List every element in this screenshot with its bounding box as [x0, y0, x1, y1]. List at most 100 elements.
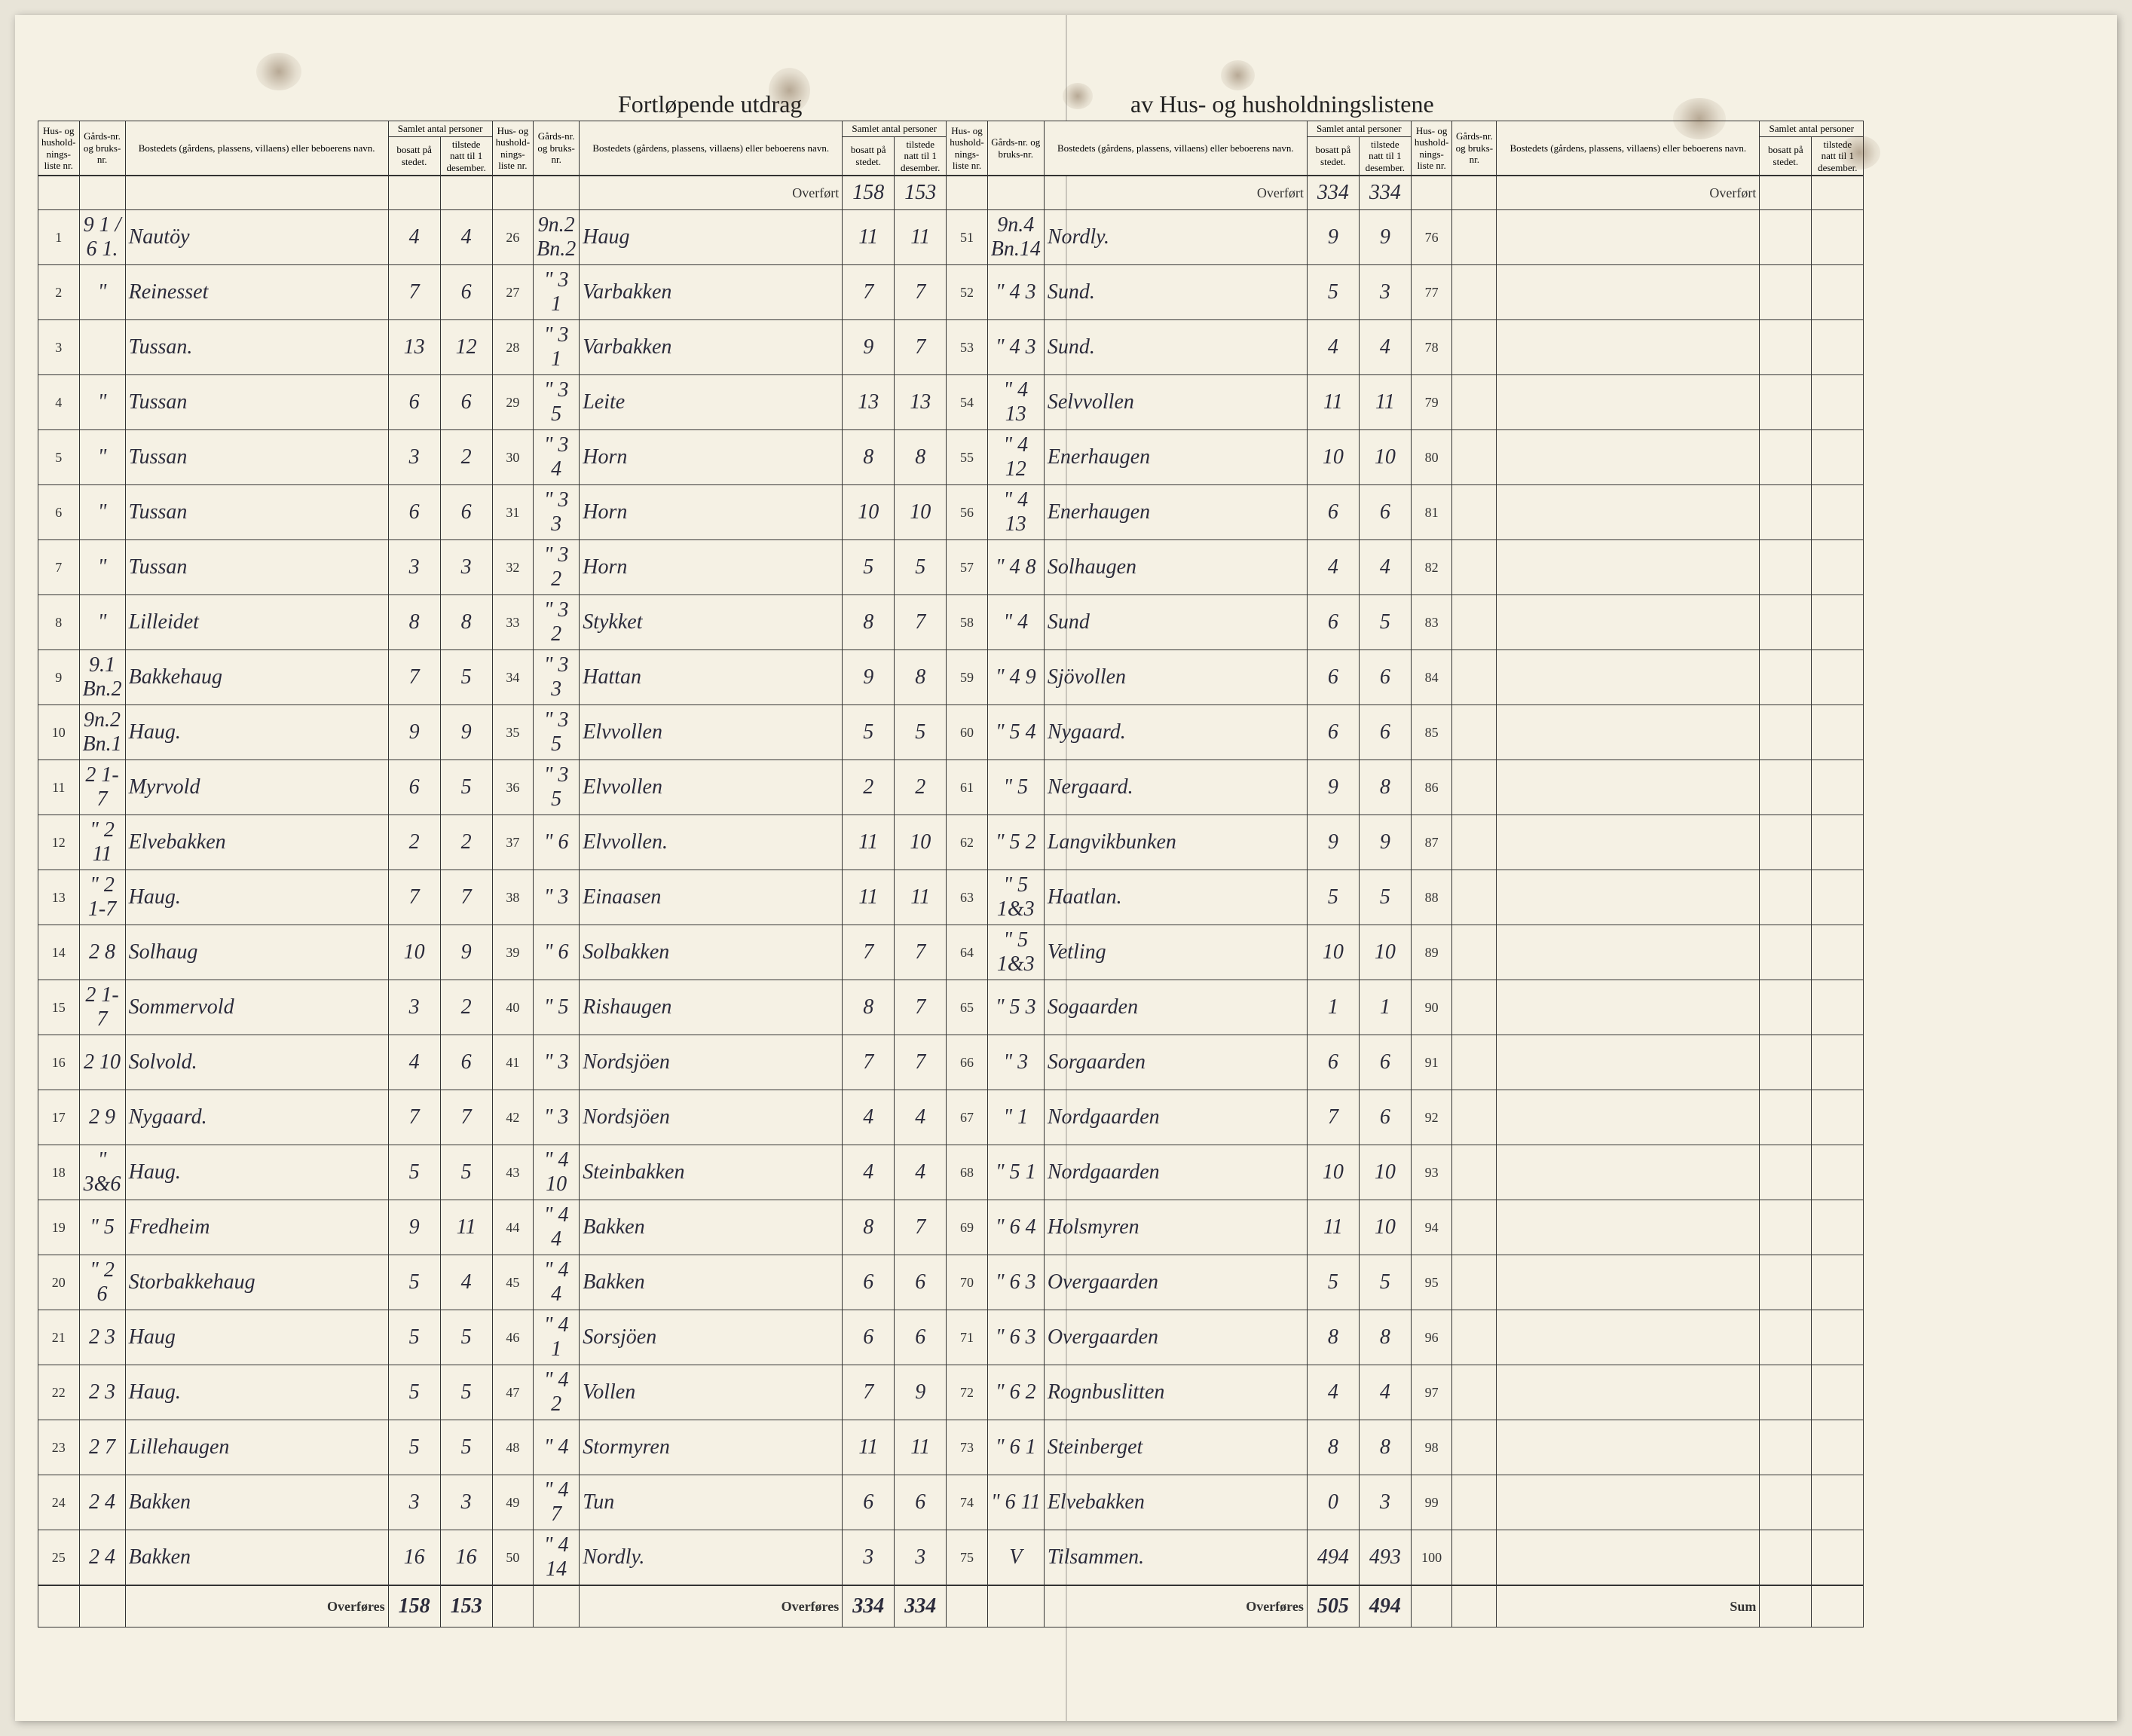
- row-number: 25: [38, 1530, 80, 1586]
- header-samlet-3: Samlet antal personer: [1307, 121, 1411, 137]
- bosted-name: Enerhaugen: [1044, 485, 1307, 540]
- header-tilstede: tilstede natt til 1 desember.: [440, 136, 492, 176]
- gards-nr: ": [79, 265, 125, 320]
- row-number: 12: [38, 815, 80, 870]
- bosted-name: [1497, 265, 1760, 320]
- overfores-label: Overføres: [580, 1585, 843, 1628]
- tilstede-value: 3: [440, 1475, 492, 1530]
- tilstede-value: [1812, 485, 1864, 540]
- header-bosatt: bosatt på stedet.: [843, 136, 895, 176]
- bosted-name: Sorgaarden: [1044, 1035, 1307, 1090]
- row-number: 52: [947, 265, 988, 320]
- table-row: 12" 2 11Elvebakken2237" 6Elvvollen.11106…: [38, 815, 1864, 870]
- bosted-name: [1497, 980, 1760, 1035]
- blank: [534, 176, 580, 210]
- bosatt-value: 9: [1307, 210, 1359, 265]
- bosatt-value: 5: [843, 540, 895, 595]
- gards-nr: " 2 1-7: [79, 870, 125, 925]
- bosted-name: [1497, 925, 1760, 980]
- bosatt-value: [1760, 870, 1812, 925]
- tilstede-value: 13: [895, 375, 947, 430]
- bosted-name: Reinesset: [125, 265, 388, 320]
- header-bosatt: bosatt på stedet.: [1307, 136, 1359, 176]
- bosatt-value: 7: [843, 925, 895, 980]
- gards-nr: ": [79, 375, 125, 430]
- bosatt-value: [1760, 1475, 1812, 1530]
- bosted-name: Langvikbunken: [1044, 815, 1307, 870]
- table-row: 142 8Solhaug10939" 6Solbakken7764" 5 1&3…: [38, 925, 1864, 980]
- age-stain: [1839, 136, 1880, 170]
- gards-nr: " 3 1: [534, 320, 580, 375]
- row-number: 55: [947, 430, 988, 485]
- bosted-name: Varbakken: [580, 320, 843, 375]
- gards-nr: " 5 1: [987, 1145, 1044, 1200]
- row-number: 95: [1411, 1255, 1452, 1310]
- table-row: 212 3Haug5546" 4 1Sorsjöen6671" 6 3Overg…: [38, 1310, 1864, 1365]
- gards-nr: [1452, 1365, 1497, 1420]
- bosatt-value: [1760, 320, 1812, 375]
- row-number: 82: [1411, 540, 1452, 595]
- bosatt-value: 7: [843, 265, 895, 320]
- header-bosted: Bostedets (gårdens, plassens, villaens) …: [580, 121, 843, 176]
- tilstede-value: 4: [1359, 1365, 1411, 1420]
- bosted-name: Bakken: [580, 1200, 843, 1255]
- gards-nr: " 6 2: [987, 1365, 1044, 1420]
- bosted-name: [1497, 430, 1760, 485]
- tilstede-value: [1812, 1475, 1864, 1530]
- bosatt-value: 11: [843, 210, 895, 265]
- bosatt-value: 9: [1307, 815, 1359, 870]
- row-number: 1: [38, 210, 80, 265]
- bosatt-value: 9: [843, 650, 895, 705]
- gards-nr: " 4 4: [534, 1200, 580, 1255]
- row-number: 65: [947, 980, 988, 1035]
- bosted-name: [1497, 1420, 1760, 1475]
- bosted-name: Elvebakken: [125, 815, 388, 870]
- bosatt-value: 11: [843, 870, 895, 925]
- gards-nr: " 4: [987, 595, 1044, 650]
- gards-nr: " 6: [534, 815, 580, 870]
- gards-nr: " 4 3: [987, 320, 1044, 375]
- bosted-name: Sorsjöen: [580, 1310, 843, 1365]
- bosatt-value: 7: [388, 1090, 440, 1145]
- row-number: 54: [947, 375, 988, 430]
- row-number: 90: [1411, 980, 1452, 1035]
- bosted-name: [1497, 1530, 1760, 1586]
- row-number: 32: [492, 540, 534, 595]
- gards-nr: [1452, 485, 1497, 540]
- row-number: 27: [492, 265, 534, 320]
- gards-nr: [1452, 265, 1497, 320]
- gards-nr: [1452, 1090, 1497, 1145]
- row-number: 46: [492, 1310, 534, 1365]
- bosted-name: Lillehaugen: [125, 1420, 388, 1475]
- tilstede-value: 11: [440, 1200, 492, 1255]
- row-number: 17: [38, 1090, 80, 1145]
- bosatt-value: 2: [843, 760, 895, 815]
- tilstede-value: 5: [895, 540, 947, 595]
- overfores-bosatt: 334: [843, 1585, 895, 1628]
- bosatt-value: 7: [388, 870, 440, 925]
- row-number: 63: [947, 870, 988, 925]
- tilstede-value: 4: [440, 210, 492, 265]
- age-stain: [1673, 98, 1726, 139]
- tilstede-value: 3: [440, 540, 492, 595]
- row-number: 40: [492, 980, 534, 1035]
- row-number: 13: [38, 870, 80, 925]
- gards-nr: [1452, 1035, 1497, 1090]
- tilstede-value: 5: [440, 650, 492, 705]
- tilstede-value: 3: [1359, 1475, 1411, 1530]
- bosatt-value: 5: [1307, 870, 1359, 925]
- tilstede-value: [1812, 320, 1864, 375]
- bosatt-value: 8: [388, 595, 440, 650]
- header-tilstede: tilstede natt til 1 desember.: [895, 136, 947, 176]
- tilstede-value: [1812, 980, 1864, 1035]
- tilstede-value: 2: [440, 980, 492, 1035]
- bosatt-value: [1760, 980, 1812, 1035]
- row-number: 38: [492, 870, 534, 925]
- gards-nr: [1452, 320, 1497, 375]
- header-bosted: Bostedets (gårdens, plassens, villaens) …: [1044, 121, 1307, 176]
- tilstede-value: 5: [895, 705, 947, 760]
- table-row: 19 1 / 6 1.Nautöy44269n.2 Bn.2Haug111151…: [38, 210, 1864, 265]
- tilstede-value: 1: [1359, 980, 1411, 1035]
- gards-nr: 2 1-7: [79, 760, 125, 815]
- tilstede-value: 7: [895, 1200, 947, 1255]
